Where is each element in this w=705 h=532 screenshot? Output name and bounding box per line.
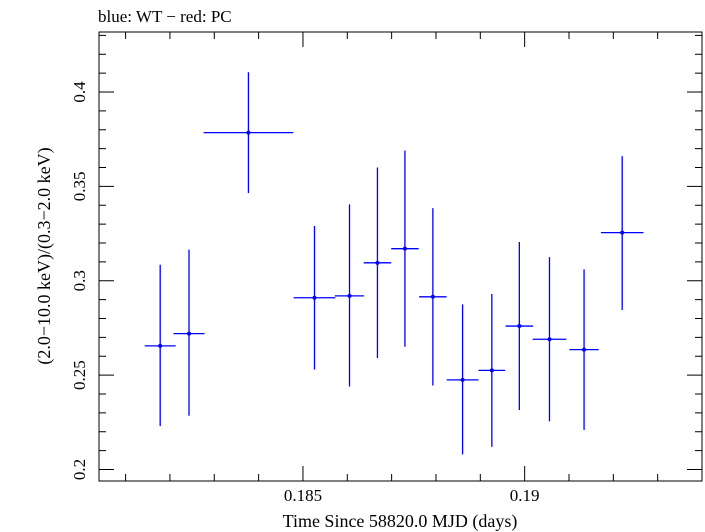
point-marker (246, 130, 251, 135)
point-marker (402, 246, 407, 251)
data-point (203, 72, 294, 193)
point-marker (312, 295, 317, 300)
data-point (144, 264, 176, 427)
point-marker (187, 331, 192, 336)
y-axis-label: (2.0−10.0 keV)/(0.3−2.0 keV) (34, 147, 55, 364)
data-point (569, 269, 599, 430)
data-point (293, 226, 336, 370)
chart-title: blue: WT − red: PC (98, 7, 232, 26)
data-point (334, 204, 365, 387)
point-marker (582, 347, 587, 352)
y-tick-label: 0.25 (70, 360, 89, 390)
data-point (505, 242, 534, 411)
data-point (446, 304, 479, 455)
y-tick-label: 0.2 (70, 459, 89, 480)
data-points (144, 72, 644, 455)
x-tick-label: 0.185 (284, 486, 322, 505)
point-marker (489, 368, 494, 373)
point-marker (375, 260, 380, 265)
axis-ticks (99, 32, 703, 481)
data-point (363, 167, 392, 359)
point-marker (460, 377, 465, 382)
data-point (532, 257, 567, 422)
data-point (600, 156, 644, 311)
axis-tick-labels: 0.185 0.19 0.2 0.25 0.3 0.35 0.4 (70, 81, 540, 505)
y-tick-label: 0.4 (70, 81, 89, 103)
x-axis-label: Time Since 58820.0 MJD (days) (283, 511, 518, 532)
point-marker (547, 337, 552, 342)
data-point (419, 208, 447, 386)
data-point (478, 293, 506, 447)
x-tick-label: 0.19 (510, 486, 540, 505)
y-tick-label: 0.35 (70, 172, 89, 202)
point-marker (430, 294, 435, 299)
y-tick-label: 0.3 (70, 270, 89, 291)
plot-frame (98, 31, 703, 482)
point-marker (517, 324, 522, 329)
point-marker (158, 343, 163, 348)
data-point (391, 150, 419, 347)
point-marker (620, 230, 625, 235)
data-point (173, 249, 205, 416)
point-marker (347, 293, 352, 298)
